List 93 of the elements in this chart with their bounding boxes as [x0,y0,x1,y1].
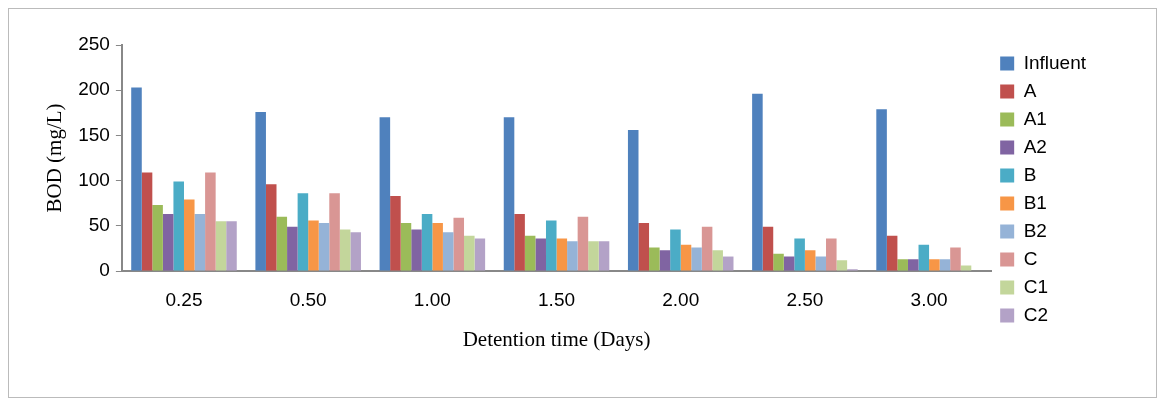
bar [567,241,578,271]
bar [680,244,692,271]
legend-label: A [1023,79,1037,101]
bar [638,223,650,271]
legend-label: Influent [1023,51,1087,73]
bar [918,244,930,271]
y-tick-label: 100 [78,168,110,190]
y-tick-label: 250 [78,33,110,55]
bar [886,235,898,271]
bar [588,241,599,271]
bar [524,235,536,271]
bar [255,111,266,271]
bar [474,238,486,271]
bar [183,199,195,271]
bar [226,221,237,271]
bar [339,229,351,271]
legend-label: B [1023,163,1037,185]
bar [897,259,908,271]
bar [815,256,827,271]
legend-label: B2 [1023,219,1047,241]
bar [390,195,401,271]
y-axis-title: BOD (mg/L) [42,103,67,213]
bar [722,256,734,271]
bar [691,247,702,271]
bar [421,214,433,271]
bar [762,226,774,271]
bar [131,87,142,271]
bar [659,250,671,271]
bar [173,181,184,271]
legend-label: B1 [1023,191,1047,213]
bar [400,223,412,271]
x-tick-label: 3.00 [910,288,948,310]
x-axis-title: Detention time (Days) [462,326,651,351]
bar [194,214,206,271]
x-tick-label: 0.25 [165,288,203,310]
bar [205,172,216,271]
bar [545,220,557,271]
legend-label: A2 [1023,135,1047,157]
bar [141,172,153,271]
bar [794,238,805,271]
legend-label: C1 [1023,275,1048,297]
bar [162,214,174,271]
bar [379,117,391,271]
bar [939,259,951,271]
bar [287,226,298,271]
legend-label: C2 [1023,303,1048,325]
bar [215,221,227,271]
bar [712,250,723,271]
bar [453,217,465,271]
bar [432,223,443,271]
bar [411,229,422,271]
bar [598,241,610,271]
x-tick-label: 2.50 [786,288,824,310]
bar [783,256,795,271]
legend-label: C [1023,247,1038,269]
bar [350,232,361,271]
x-tick-label: 2.00 [662,288,700,310]
bar [826,238,837,271]
y-tick-label: 150 [78,123,110,145]
bar [514,214,525,271]
bar [503,117,515,271]
y-tick-label: 50 [88,214,110,236]
y-tick-label: 0 [99,259,110,281]
bar [876,109,887,271]
bar [318,223,330,271]
bar [907,259,919,271]
bar [649,247,660,271]
bar [308,220,319,271]
bar [265,184,277,271]
bar [670,229,681,271]
x-tick-label: 1.50 [538,288,576,310]
bar [929,259,940,271]
bar [836,260,848,271]
bar [627,129,639,271]
bar [297,193,309,271]
bar [276,216,288,271]
bar [556,238,568,271]
bar [960,265,972,271]
bar [577,216,589,271]
x-tick-label: 0.50 [289,288,327,310]
bar [804,250,816,271]
bar [535,238,546,271]
bar [950,247,961,271]
bar [152,205,163,271]
bar [752,93,763,271]
bar [773,253,784,271]
bar [329,193,340,271]
bar [701,226,713,271]
y-tick-label: 200 [78,78,110,100]
legend-label: A1 [1023,107,1047,129]
bar [442,232,454,271]
x-tick-label: 1.00 [413,288,451,310]
bar [464,235,475,271]
